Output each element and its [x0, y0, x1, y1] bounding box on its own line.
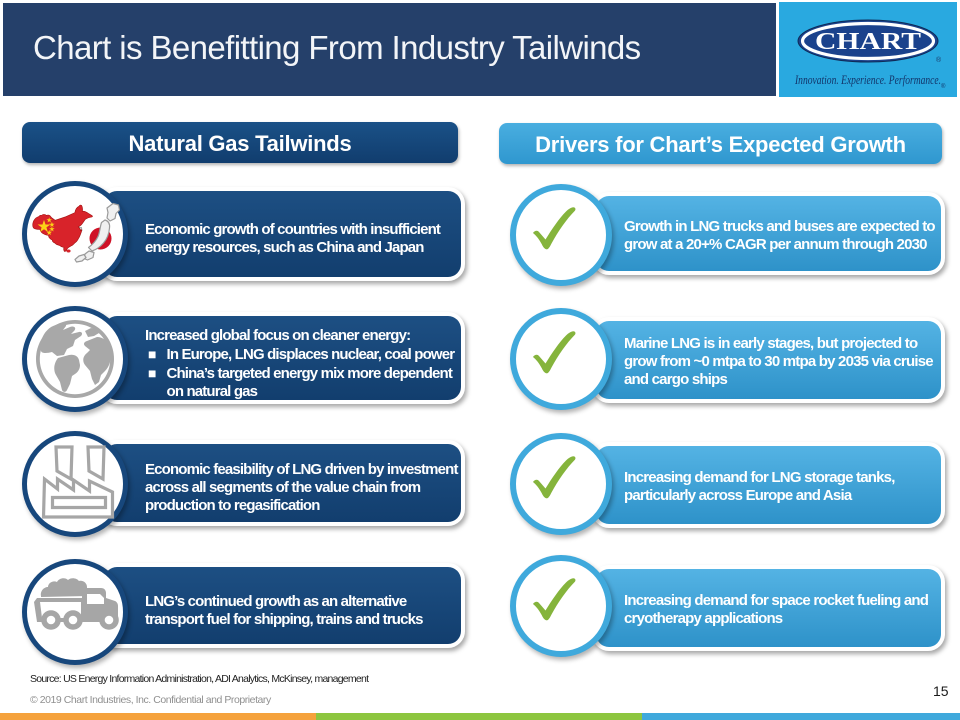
svg-text:CHART: CHART: [815, 29, 921, 55]
svg-text:Innovation. Experience. Perfor: Innovation. Experience. Performance.: [794, 73, 941, 87]
svg-text:®: ®: [941, 83, 946, 90]
svg-text:®: ®: [936, 56, 942, 64]
